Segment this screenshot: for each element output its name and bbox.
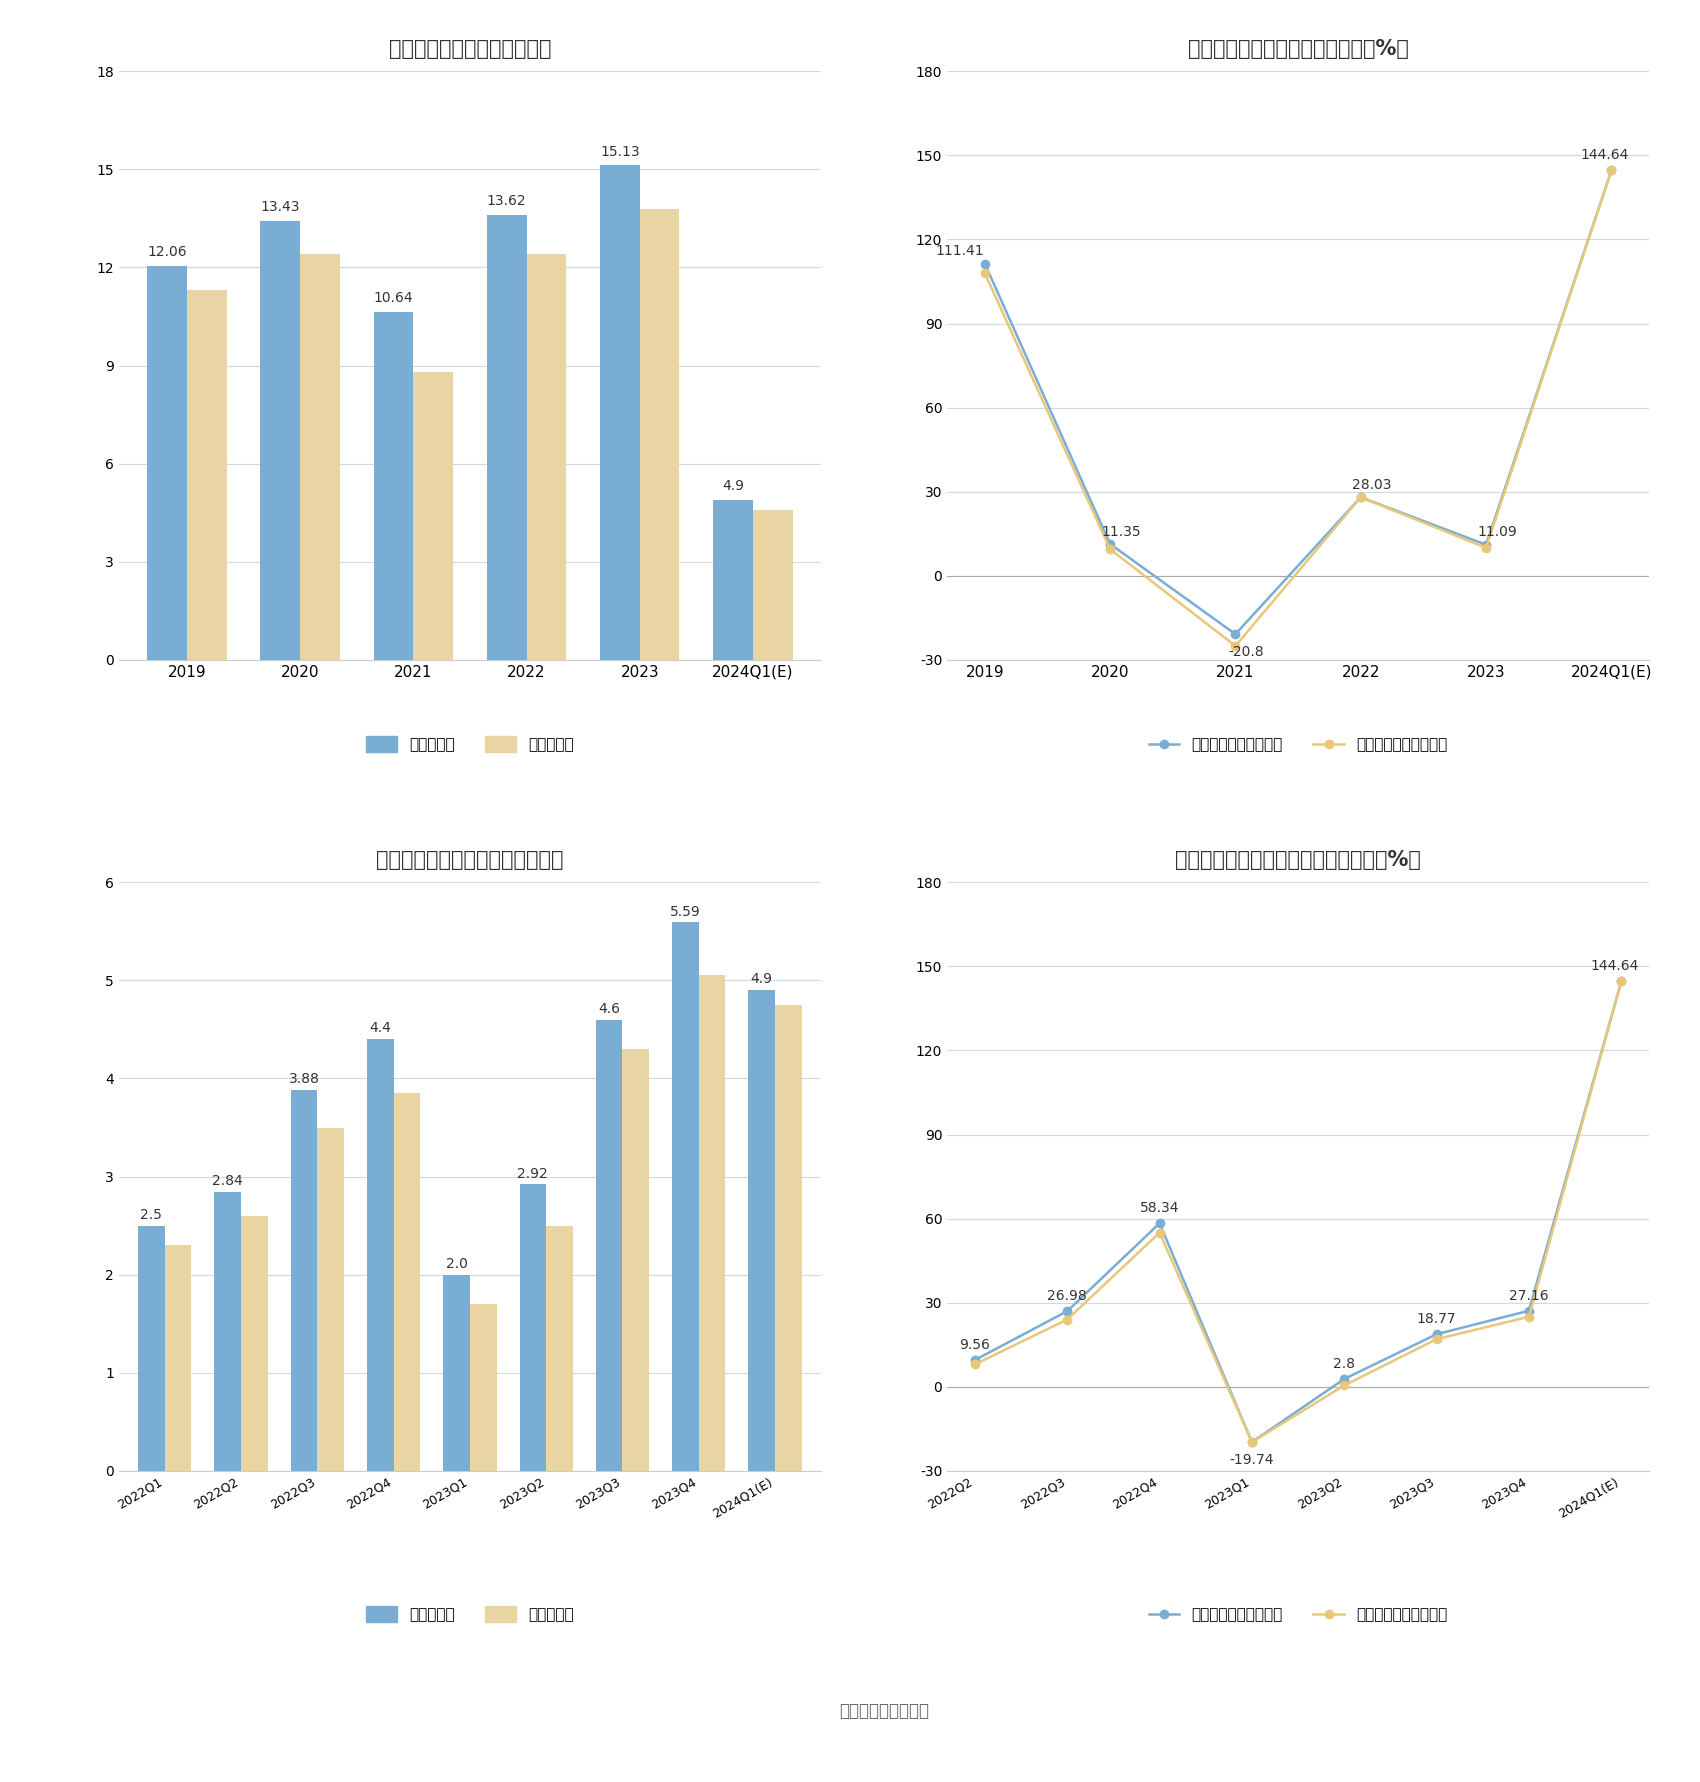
Bar: [374, 312, 413, 659]
Text: 4.4: 4.4: [369, 1021, 391, 1035]
Bar: [165, 1246, 192, 1470]
Bar: [486, 214, 527, 659]
Bar: [639, 208, 680, 659]
Bar: [187, 290, 226, 659]
Text: 11.09: 11.09: [1477, 526, 1516, 540]
Text: -20.8: -20.8: [1229, 645, 1265, 659]
Bar: [672, 923, 699, 1470]
Bar: [546, 1226, 573, 1470]
Bar: [367, 1039, 394, 1470]
Bar: [469, 1304, 496, 1470]
Bar: [775, 1005, 802, 1470]
Text: -19.74: -19.74: [1229, 1454, 1275, 1467]
Title: 营收、净利季度变动情况（亿元）: 营收、净利季度变动情况（亿元）: [376, 850, 564, 870]
Text: 2.8: 2.8: [1333, 1356, 1355, 1370]
Legend: 归母净利润, 扣非净利润: 归母净利润, 扣非净利润: [360, 731, 580, 759]
Bar: [444, 1274, 469, 1470]
Bar: [241, 1215, 269, 1470]
Text: 15.13: 15.13: [600, 144, 639, 159]
Legend: 归母净利润, 扣非净利润: 归母净利润, 扣非净利润: [360, 1600, 580, 1629]
Text: 58.34: 58.34: [1139, 1201, 1180, 1215]
Bar: [527, 255, 566, 659]
Text: 18.77: 18.77: [1416, 1312, 1457, 1326]
Text: 2.5: 2.5: [141, 1208, 163, 1222]
Text: 4.9: 4.9: [722, 479, 745, 494]
Text: 10.64: 10.64: [374, 292, 413, 305]
Bar: [260, 221, 301, 659]
Text: 3.88: 3.88: [289, 1073, 320, 1087]
Text: 2.92: 2.92: [517, 1167, 547, 1180]
Bar: [301, 255, 340, 659]
Text: 4.6: 4.6: [598, 1001, 620, 1016]
Bar: [699, 975, 726, 1470]
Text: 数据来源：恒生聚源: 数据来源：恒生聚源: [840, 1702, 928, 1720]
Text: 11.35: 11.35: [1102, 524, 1141, 538]
Title: 历年营收、净利情况（亿元）: 历年营收、净利情况（亿元）: [389, 39, 551, 59]
Text: 2.84: 2.84: [212, 1174, 243, 1189]
Bar: [753, 510, 792, 659]
Bar: [413, 372, 452, 659]
Text: 13.62: 13.62: [486, 194, 527, 208]
Text: 4.9: 4.9: [751, 973, 774, 985]
Bar: [600, 166, 639, 659]
Text: 144.64: 144.64: [1590, 959, 1639, 973]
Bar: [394, 1092, 420, 1470]
Bar: [138, 1226, 165, 1470]
Bar: [148, 266, 187, 659]
Bar: [318, 1128, 343, 1470]
Bar: [291, 1091, 318, 1470]
Bar: [748, 991, 775, 1470]
Text: 27.16: 27.16: [1510, 1288, 1549, 1303]
Bar: [714, 499, 753, 659]
Text: 26.98: 26.98: [1047, 1288, 1086, 1303]
Bar: [520, 1185, 546, 1470]
Bar: [622, 1050, 649, 1470]
Bar: [214, 1192, 241, 1470]
Title: 营收、净利同比增长率季度变动情况（%）: 营收、净利同比增长率季度变动情况（%）: [1175, 850, 1421, 870]
Text: 144.64: 144.64: [1581, 148, 1629, 162]
Text: 12.06: 12.06: [148, 244, 187, 258]
Legend: 归母净利润同比增长率, 扣非净利润同比增长率: 归母净利润同比增长率, 扣非净利润同比增长率: [1142, 731, 1454, 759]
Text: 5.59: 5.59: [670, 905, 700, 918]
Bar: [595, 1019, 622, 1470]
Title: 历年营收、净利同比增长率情况（%）: 历年营收、净利同比增长率情况（%）: [1188, 39, 1409, 59]
Text: 2.0: 2.0: [445, 1256, 468, 1271]
Legend: 归母净利润同比增长率, 扣非净利润同比增长率: 归母净利润同比增长率, 扣非净利润同比增长率: [1142, 1600, 1454, 1629]
Text: 9.56: 9.56: [959, 1338, 991, 1353]
Text: 28.03: 28.03: [1352, 478, 1392, 492]
Text: 111.41: 111.41: [935, 244, 984, 258]
Text: 13.43: 13.43: [260, 200, 301, 214]
